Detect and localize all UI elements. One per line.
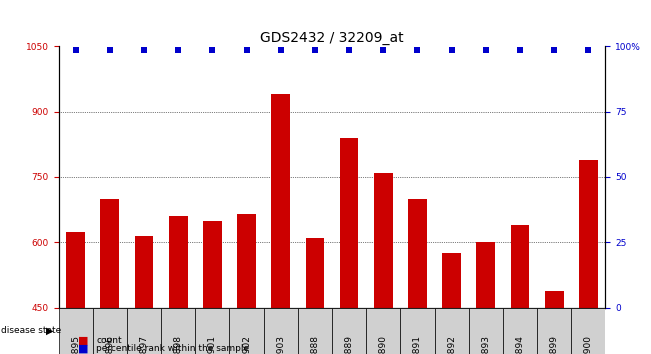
Bar <box>374 173 393 308</box>
Bar <box>340 138 359 308</box>
Point <box>344 47 354 53</box>
Bar <box>572 308 605 354</box>
Bar <box>537 308 572 354</box>
Point <box>105 47 115 53</box>
Point <box>70 47 81 53</box>
Text: GSM100896: GSM100896 <box>105 335 115 354</box>
Text: GSM100889: GSM100889 <box>344 335 353 354</box>
Point <box>242 47 252 53</box>
Text: GSM100898: GSM100898 <box>174 335 183 354</box>
Point <box>173 47 184 53</box>
Bar <box>434 308 469 354</box>
Bar <box>579 160 598 308</box>
Bar <box>332 308 366 354</box>
Point <box>207 47 217 53</box>
Bar <box>469 308 503 354</box>
Title: GDS2432 / 32209_at: GDS2432 / 32209_at <box>260 31 404 45</box>
Bar <box>229 308 264 354</box>
Point <box>412 47 422 53</box>
Bar <box>100 199 119 308</box>
Text: GSM100893: GSM100893 <box>481 335 490 354</box>
Text: percentile rank within the sample: percentile rank within the sample <box>96 344 249 353</box>
Bar <box>408 199 427 308</box>
Point <box>583 47 594 53</box>
Text: GSM100897: GSM100897 <box>139 335 148 354</box>
Point <box>480 47 491 53</box>
Point <box>310 47 320 53</box>
Text: count: count <box>96 336 122 345</box>
Point <box>447 47 457 53</box>
Text: GSM100892: GSM100892 <box>447 335 456 354</box>
Point <box>378 47 389 53</box>
Text: GSM100888: GSM100888 <box>311 335 320 354</box>
Text: GSM100900: GSM100900 <box>584 335 593 354</box>
Point <box>549 47 559 53</box>
Text: GSM100895: GSM100895 <box>71 335 80 354</box>
Point <box>515 47 525 53</box>
Bar <box>264 308 298 354</box>
Bar <box>127 308 161 354</box>
Bar <box>545 291 564 308</box>
Bar <box>271 94 290 308</box>
Text: GSM100903: GSM100903 <box>276 335 285 354</box>
Point <box>139 47 149 53</box>
Bar <box>510 225 529 308</box>
Text: GSM100894: GSM100894 <box>516 335 525 354</box>
Text: ■: ■ <box>78 336 89 346</box>
Point <box>275 47 286 53</box>
Text: ▶: ▶ <box>46 326 53 336</box>
Bar <box>169 216 187 308</box>
Bar <box>161 308 195 354</box>
Bar <box>92 308 127 354</box>
Bar <box>442 253 461 308</box>
Bar <box>59 308 92 354</box>
Bar <box>503 308 537 354</box>
Text: GSM100899: GSM100899 <box>549 335 559 354</box>
Bar <box>66 232 85 308</box>
Text: GSM100902: GSM100902 <box>242 335 251 354</box>
Bar <box>400 308 435 354</box>
Text: GSM100891: GSM100891 <box>413 335 422 354</box>
Text: ■: ■ <box>78 344 89 354</box>
Text: GSM100890: GSM100890 <box>379 335 388 354</box>
Bar <box>298 308 332 354</box>
Bar <box>135 236 154 308</box>
Bar <box>477 242 495 308</box>
Bar <box>305 238 324 308</box>
Bar <box>195 308 229 354</box>
Bar <box>203 221 222 308</box>
Bar <box>366 308 400 354</box>
Text: GSM100901: GSM100901 <box>208 335 217 354</box>
Text: disease state: disease state <box>1 326 61 336</box>
Bar <box>237 214 256 308</box>
